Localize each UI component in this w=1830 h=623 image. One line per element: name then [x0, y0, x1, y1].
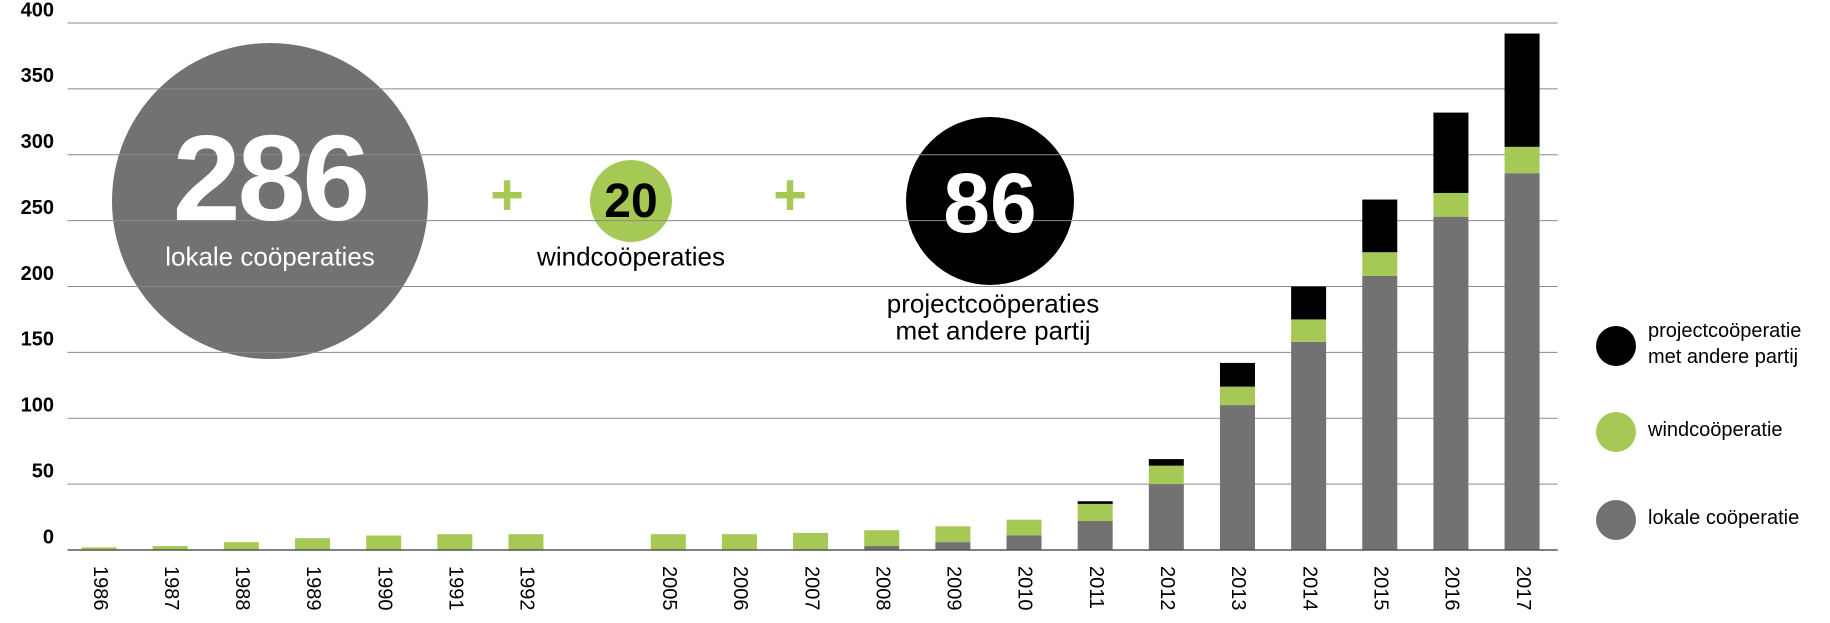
- wind-number: 20: [604, 174, 658, 228]
- project-number: 86: [943, 155, 1037, 250]
- x-tick-label: 2008: [871, 566, 893, 611]
- legend-label: lokale coöperatie: [1648, 507, 1800, 529]
- x-tick-label: 2017: [1512, 566, 1534, 611]
- x-tick-label: 2009: [943, 566, 965, 611]
- wind-circle: [590, 160, 672, 242]
- bar-segment: [1362, 275, 1398, 550]
- plus: +: [490, 162, 524, 228]
- y-tick-label: 50: [32, 460, 54, 482]
- project-circle: [906, 117, 1074, 285]
- bar-segment: [1006, 535, 1042, 550]
- y-tick-label: 400: [21, 0, 54, 21]
- bar-segment: [81, 547, 117, 550]
- bar-segment: [1219, 405, 1255, 550]
- y-tick-label: 200: [21, 263, 54, 285]
- bar-segment: [1433, 192, 1469, 217]
- x-tick-label: 2012: [1156, 566, 1178, 611]
- x-tick-label: 1986: [89, 566, 111, 611]
- legend-label: projectcoöperatie met andere partij: [1648, 320, 1802, 368]
- bar-segment: [1006, 519, 1042, 536]
- bar-segment: [1504, 33, 1540, 147]
- x-tick-label: 2010: [1014, 566, 1036, 611]
- bar-segment: [508, 534, 544, 550]
- bar-segment: [1077, 501, 1113, 504]
- bar-segment: [437, 534, 473, 550]
- bar-segment: [793, 532, 829, 550]
- lokale-circle: [112, 43, 428, 359]
- bar-segment: [650, 534, 686, 550]
- x-tick-label: 1989: [302, 566, 324, 611]
- bar-segment: [1077, 503, 1113, 522]
- x-tick-label: 2013: [1227, 566, 1249, 611]
- bar-segment: [935, 526, 971, 543]
- x-tick-label: 1990: [373, 566, 395, 611]
- lokale-label: lokale coöperaties: [165, 241, 375, 272]
- y-tick-label: 350: [21, 65, 54, 87]
- lokale-number: 286: [172, 109, 371, 246]
- bar-segment: [1433, 112, 1469, 193]
- bar-segment: [1148, 459, 1184, 466]
- bar-segment: [1291, 286, 1327, 320]
- legend-label: windcoöperatie: [1648, 419, 1783, 441]
- project-label: projectcoöperaties met andere partij: [886, 288, 1100, 346]
- bar-segment: [1504, 173, 1540, 550]
- y-tick-label: 0: [43, 526, 54, 548]
- bar-segment: [1362, 199, 1398, 253]
- wind-label: windcoöperaties: [537, 241, 725, 272]
- bar-segment: [1291, 341, 1327, 550]
- y-tick-label: 250: [21, 197, 54, 219]
- y-tick-label: 100: [21, 395, 54, 417]
- y-tick-label: 300: [21, 131, 54, 153]
- x-tick-label: 2016: [1441, 566, 1463, 611]
- legend-marker: [1596, 412, 1636, 452]
- x-tick-label: 2014: [1298, 566, 1320, 611]
- x-tick-label: 1988: [231, 566, 253, 611]
- bar-segment: [152, 546, 188, 550]
- bar-segment: [1077, 521, 1113, 550]
- bar-segment: [1219, 362, 1255, 387]
- bar-segment: [721, 534, 757, 550]
- bar-segment: [935, 542, 971, 550]
- bar-segment: [223, 542, 259, 550]
- x-tick-label: 2006: [729, 566, 751, 611]
- bar-segment: [1362, 252, 1398, 276]
- x-tick-label: 1992: [516, 566, 538, 611]
- legend-marker: [1596, 500, 1636, 540]
- plus: +: [773, 162, 807, 228]
- bar-segment: [1148, 484, 1184, 550]
- bar-segment: [864, 546, 900, 550]
- bar-segment: [1219, 386, 1255, 406]
- x-tick-label: 2005: [658, 566, 680, 611]
- bar-segment: [1291, 319, 1327, 342]
- x-tick-label: 2011: [1085, 566, 1107, 609]
- x-tick-label: 2007: [800, 566, 822, 611]
- bar-segment: [1148, 465, 1184, 485]
- bar-segment: [366, 535, 402, 550]
- x-tick-label: 1991: [445, 566, 467, 611]
- bar-segment: [1504, 146, 1540, 174]
- legend-marker: [1596, 326, 1636, 366]
- bar-segment: [864, 530, 900, 547]
- bar-segment: [295, 538, 331, 550]
- y-tick-label: 150: [21, 329, 54, 351]
- bar-segment: [1433, 216, 1469, 551]
- x-tick-label: 1987: [160, 566, 182, 611]
- x-tick-label: 2015: [1369, 566, 1391, 611]
